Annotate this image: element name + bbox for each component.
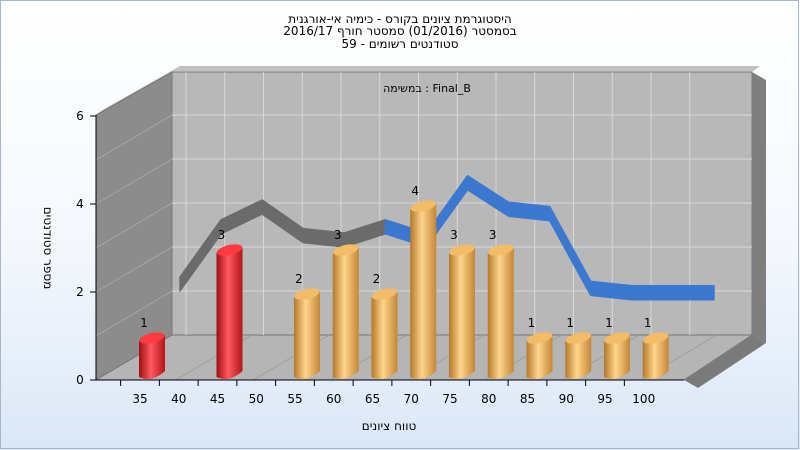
bar-value-label: 3 — [489, 228, 497, 242]
x-tick-label: 50 — [249, 392, 264, 406]
bar — [294, 291, 320, 379]
bar-value-label: 2 — [373, 272, 381, 286]
side-top-shadow — [96, 66, 760, 115]
bar-cap — [371, 288, 398, 300]
bar-value-label: 3 — [450, 228, 458, 242]
x-tick-label: 80 — [481, 392, 496, 406]
bar-cap — [526, 332, 553, 344]
x-tick-label: 35 — [132, 392, 147, 406]
bar-value-label: 1 — [140, 316, 148, 330]
bar — [332, 247, 359, 379]
x-tick-label: 90 — [559, 392, 574, 406]
bar-value-label: 3 — [334, 228, 342, 242]
bar-cap — [139, 332, 165, 344]
bar-cap — [643, 332, 669, 344]
chart-subtitle-semester: בסמסטר (01/2016) סמסטר חורף 2016/17 — [283, 24, 517, 38]
x-tick-label: 85 — [520, 392, 535, 406]
gridline-side — [95, 158, 173, 205]
y-tick-label: 2 — [76, 285, 84, 299]
bar-cap — [410, 200, 436, 212]
axes: 0 2 4 6 35 40 45 50 55 60 65 70 75 80 85 90 95 100 — [76, 109, 684, 406]
bar-cap — [333, 244, 359, 256]
chart-subtitle-enrolled: סטודנטים רשומים - 59 — [341, 37, 459, 51]
bar — [410, 203, 437, 379]
x-tick-label: 75 — [442, 392, 457, 406]
bar-cap — [604, 332, 630, 344]
bar — [526, 335, 553, 379]
x-tick-label: 55 — [287, 392, 302, 406]
x-tick-label: 70 — [404, 392, 419, 406]
chart-title: היסטוגרמת ציונים בקורס - כימיה אי-אורגני… — [288, 12, 512, 26]
bar-cap — [488, 244, 514, 256]
x-tick-label: 40 — [171, 392, 186, 406]
bar-cap — [565, 332, 591, 344]
bar-cap — [294, 288, 320, 300]
bar — [449, 247, 475, 379]
y-tick-label: 0 — [76, 373, 84, 387]
bar-cap — [449, 244, 475, 256]
bar-value-label: 2 — [295, 272, 303, 286]
bar — [487, 247, 514, 379]
gridline-side — [95, 246, 173, 293]
x-tick-label: 60 — [326, 392, 341, 406]
bar — [139, 335, 165, 379]
floor-front-shadow — [684, 335, 766, 388]
ribbon-segment — [672, 285, 715, 301]
bar — [565, 335, 592, 379]
bar — [216, 247, 243, 379]
bar-value-label: 1 — [644, 316, 652, 330]
x-axis-title: טווח ציונים — [362, 419, 417, 433]
y-tick-label: 6 — [76, 109, 84, 123]
y-tick-label: 4 — [76, 197, 84, 211]
bar-value-label: 1 — [566, 316, 574, 330]
x-tick-label: 100 — [632, 392, 655, 406]
gridline-side — [95, 202, 173, 249]
gridline-side — [95, 114, 173, 161]
bar — [642, 335, 669, 379]
right-edge-shadow — [752, 72, 766, 343]
bar — [604, 335, 630, 379]
bar-value-label: 1 — [528, 316, 536, 330]
annotation-label: במשימה : Final_B — [383, 82, 471, 95]
bar-cap — [216, 244, 243, 256]
x-tick-label: 65 — [365, 392, 380, 406]
bar — [371, 291, 398, 379]
bar-value-label: 1 — [605, 316, 613, 330]
x-tick-label: 95 — [597, 392, 612, 406]
bar-value-label: 3 — [218, 228, 226, 242]
bars — [139, 200, 669, 379]
x-tick-label: 45 — [210, 392, 225, 406]
gridline-side — [95, 290, 173, 337]
data-labels: 1 3 2 3 2 4 3 3 1 1 1 1 — [140, 184, 651, 330]
bar-value-label: 4 — [411, 184, 419, 198]
ribbon-segment — [631, 285, 674, 301]
y-axis-title: מספר סטודנטים — [41, 207, 55, 290]
